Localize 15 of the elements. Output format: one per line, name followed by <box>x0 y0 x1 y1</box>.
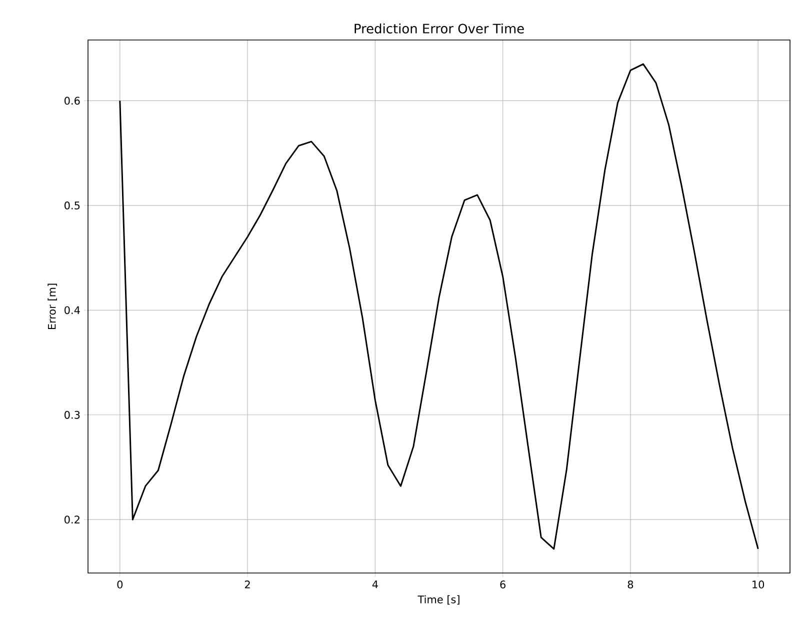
y-tick-label: 0.5 <box>64 201 80 210</box>
line-series <box>119 63 759 550</box>
x-tick-label: 8 <box>628 580 634 588</box>
y-tick-label: 0.4 <box>64 306 80 314</box>
x-tick-label: 2 <box>244 580 250 588</box>
y-tick-label: 0.2 <box>64 516 80 524</box>
chart-title: Prediction Error Over Time <box>354 23 524 34</box>
x-axis-title: Time [s] <box>418 595 460 605</box>
x-tick-label: 6 <box>500 580 506 588</box>
x-tick-label: 0 <box>117 580 123 588</box>
x-tick-label: 4 <box>372 580 378 588</box>
y-axis-title: Error [m] <box>48 284 57 330</box>
y-tick-label: 0.3 <box>64 410 80 419</box>
x-tick-label: 10 <box>752 580 764 588</box>
y-tick-label: 0.6 <box>64 96 80 105</box>
